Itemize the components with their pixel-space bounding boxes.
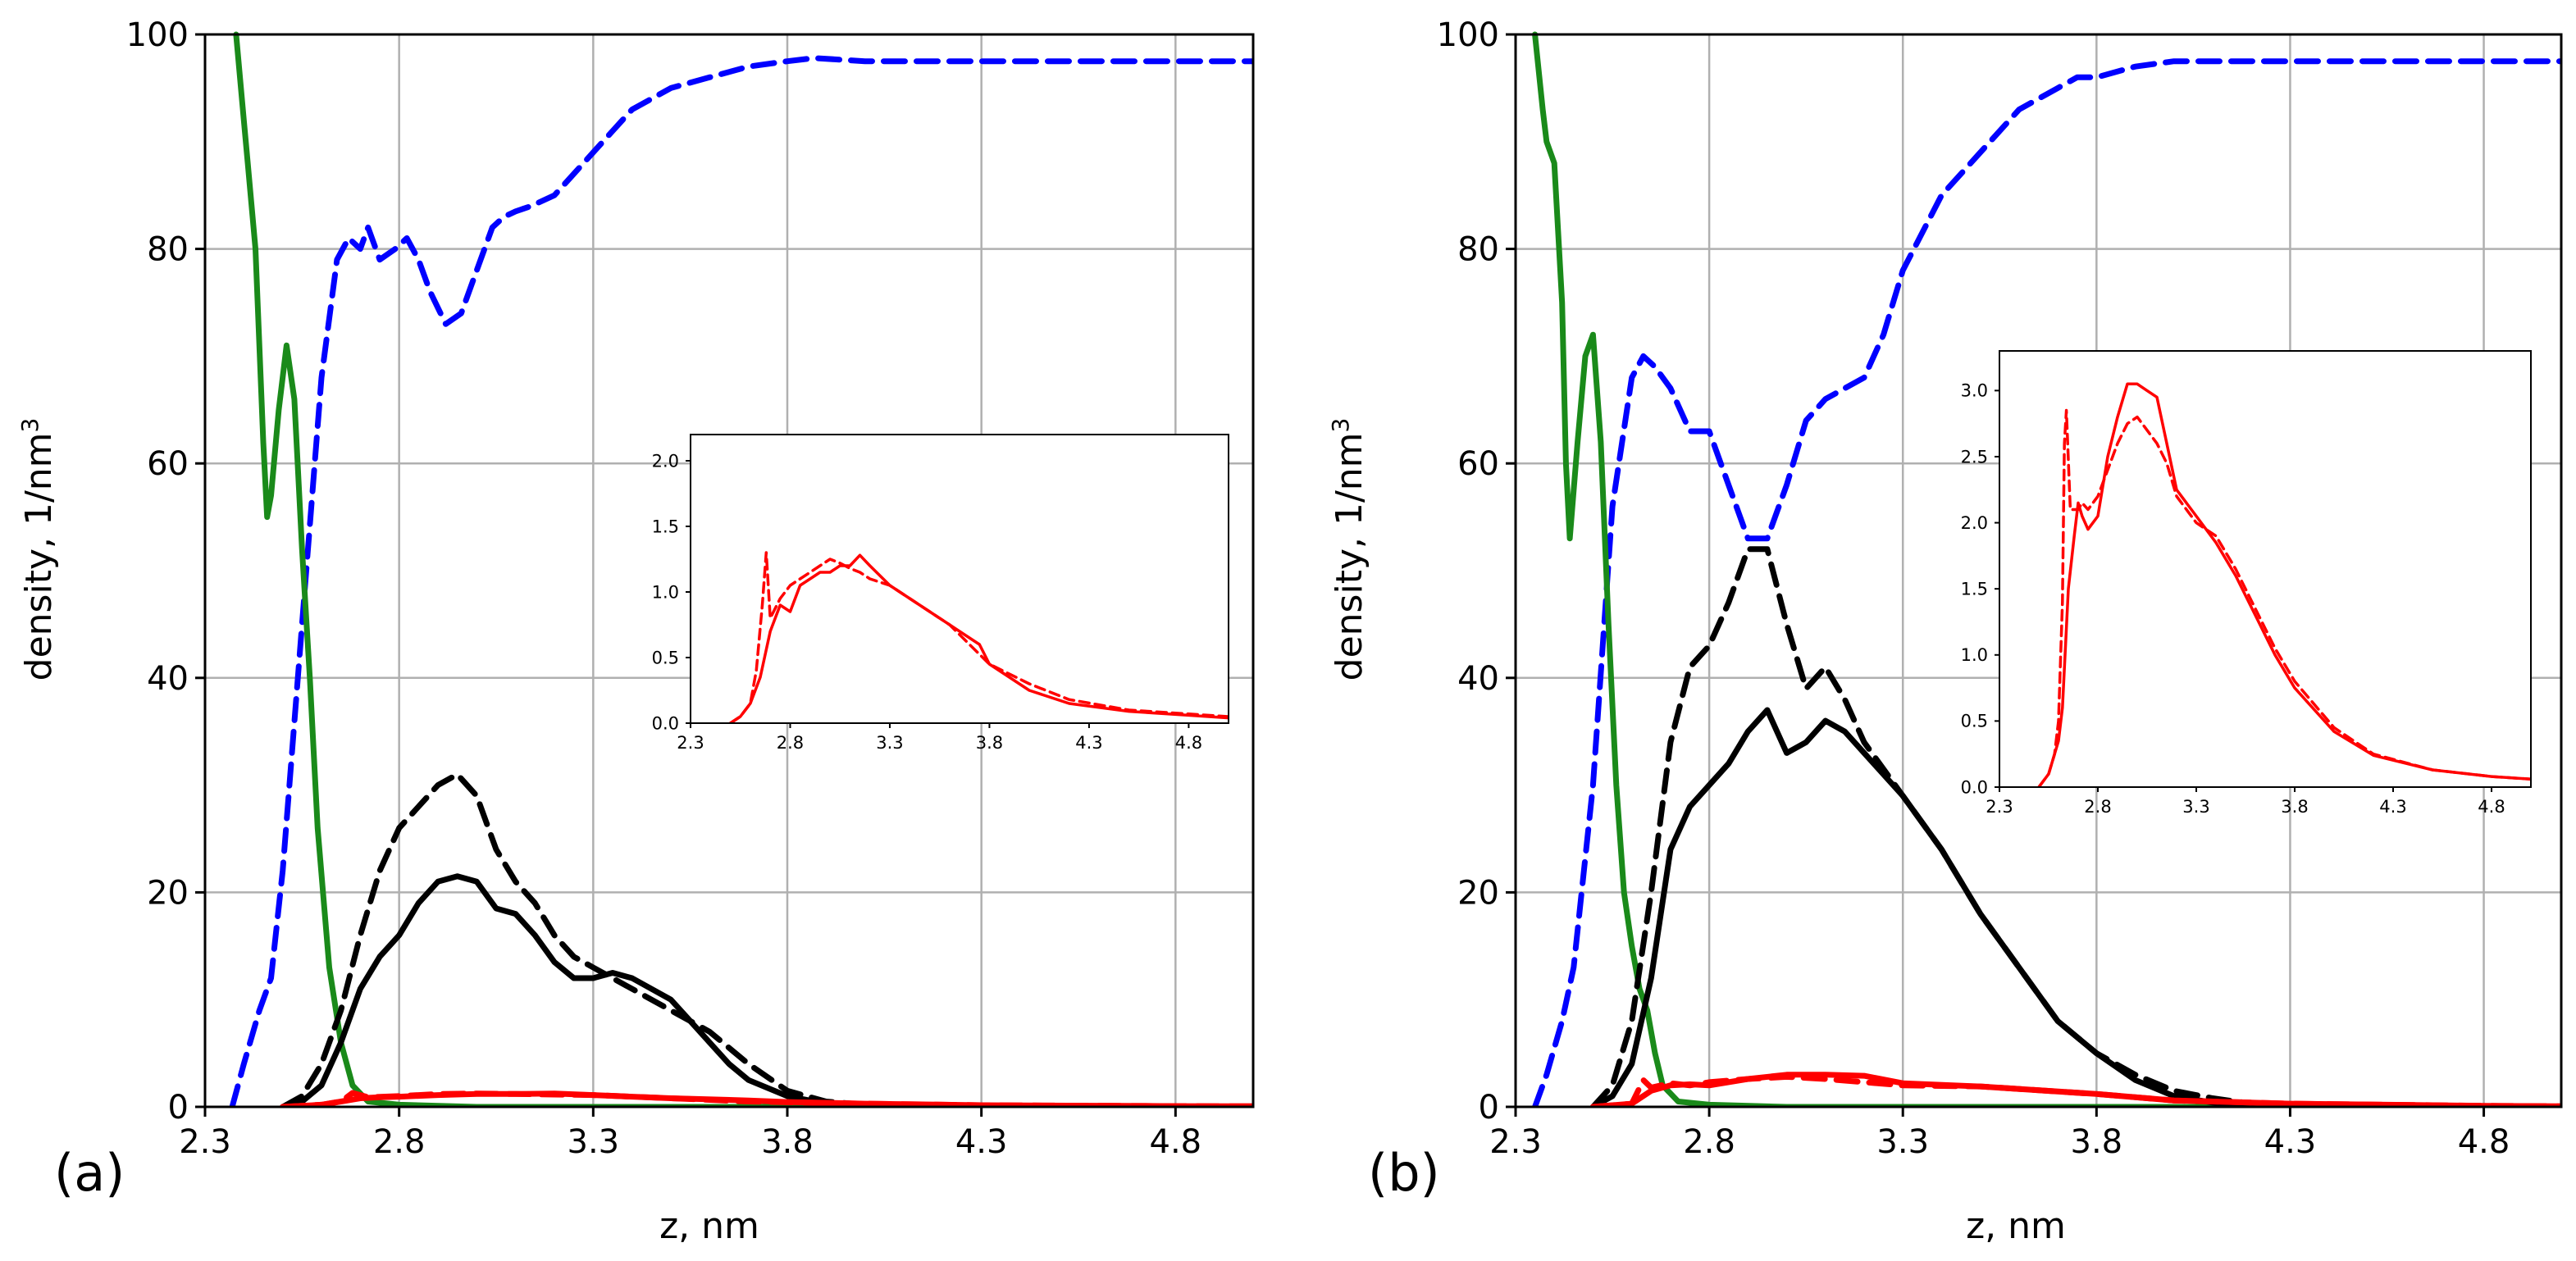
panel-a-y-axis-label: density, 1/nm3 [16, 418, 61, 681]
panel-b-inset-x-tick-label: 4.3 [2379, 797, 2406, 817]
panel-b-inset-y-tick-label: 0.5 [1961, 712, 1988, 731]
panel-b-inset-x-tick-label: 3.8 [2281, 797, 2308, 817]
panel-a-inset-background [691, 435, 1229, 723]
panel-b-y-axis-label-sup: 3 [1327, 418, 1354, 433]
panel-a-main-x-tick-label: 2.3 [179, 1123, 231, 1161]
panel-a-inset-x-tick-label: 2.8 [777, 733, 804, 753]
panel-b-main-y-tick-label: 60 [1457, 445, 1499, 483]
panel-b-inset-x-tick-label: 2.3 [1986, 797, 2013, 817]
panel-b-main-x-tick-label: 3.3 [1876, 1123, 1929, 1161]
panel-b-main-series-red-dashed [1589, 1073, 2561, 1107]
panel-a-y-axis-label-sup: 3 [16, 418, 43, 433]
panel-a-inset-x-tick-label: 4.8 [1175, 733, 1202, 753]
panel-b-main-y-tick-label: 20 [1457, 874, 1499, 912]
panel-b-inset-background [1999, 351, 2531, 787]
panel-a-inset-y-tick-label: 2.0 [652, 451, 679, 471]
panel-a-main-y-tick-label: 60 [147, 445, 189, 483]
panel-b-y-axis-label-main: density, 1/nm [1329, 432, 1370, 681]
panel-b-inset-y-tick-label: 1.0 [1961, 645, 1988, 665]
panel-b-main-frame [1514, 33, 2563, 1108]
panel-a-inset-x-tick-label: 2.3 [677, 733, 704, 753]
panel-b-inset-y-tick-label: 0.0 [1961, 777, 1988, 797]
panel-b-inset-series-group [2037, 382, 2531, 787]
panel-a-inset-y-tick-label: 1.5 [652, 517, 679, 536]
panel-b-main-y-tick-label: 100 [1437, 16, 1499, 54]
panel-a-main-y-tick-label: 100 [126, 16, 189, 54]
panel-b-inset-y-tick-label: 3.0 [1961, 381, 1988, 401]
panel-b: (b) z, nm density, 1/nm3 [1327, 418, 2066, 1247]
panel-a-main-x-tick-label: 2.8 [373, 1123, 426, 1161]
panel-b-main-series-group [1532, 31, 2561, 1107]
panel-b-main-series-red-solid [1589, 1072, 2561, 1107]
panel-a-inset-y-tick-label: 0.5 [652, 648, 679, 667]
panel-a-x-axis-label: z, nm [659, 1205, 759, 1247]
panel-a: (a) z, nm density, 1/nm3 [16, 418, 759, 1247]
panel-a-main-x-tick-label: 3.3 [568, 1123, 620, 1161]
panel-a-main-y-tick-label: 20 [147, 874, 189, 912]
panel-a-y-axis-label-main: density, 1/nm [18, 432, 60, 681]
panel-b-main-x-tick-label: 3.8 [2071, 1123, 2123, 1161]
panel-a-main-series-red-solid [280, 1090, 1253, 1107]
panel-b-main-y-tick-label: 40 [1457, 660, 1499, 698]
panel-a-main-series-blue-dashed [229, 55, 1253, 1107]
panel-a-main-x-tick-label: 4.8 [1150, 1123, 1202, 1161]
panel-a-main-series-black-dashed [280, 772, 1253, 1107]
panel-b-label: (b) [1368, 1143, 1440, 1203]
panel-b-inset-plot: 2.3 2.8 3.3 3.8 4.3 4.8 0.0 0.5 1.0 1.5 2.0 2.5 3.0 [1961, 350, 2532, 817]
panel-b-main-x-tick-label: 4.8 [2458, 1123, 2510, 1161]
panel-a-main-frame [203, 33, 1255, 1108]
panel-a-main-y-tick-label: 80 [147, 231, 189, 269]
panel-a-main-x-tick-label: 4.3 [955, 1123, 1008, 1161]
panel-b-inset-x-tick-label: 4.8 [2478, 797, 2505, 817]
panel-b-y-axis-label: density, 1/nm3 [1327, 418, 1371, 681]
panel-b-main-y-tick-label: 0 [1479, 1089, 1499, 1127]
panel-b-inset-y-tick-label: 2.0 [1961, 513, 1988, 533]
panel-b-main-x-tick-label: 4.3 [2264, 1123, 2317, 1161]
panel-b-main-y-tick-label: 80 [1457, 231, 1499, 269]
panel-a-main-y-tick-label: 40 [147, 660, 189, 698]
panel-b-main-series-blue-dashed [1532, 58, 2561, 1107]
panel-a-inset-series-red-solid [728, 553, 1229, 723]
panel-a-inset-y-tick-label: 0.0 [652, 713, 679, 733]
panel-a-inset-x-tick-label: 4.3 [1075, 733, 1102, 753]
panel-b-x-axis-label: z, nm [1966, 1205, 2066, 1247]
panel-a-inset-x-tick-label: 3.3 [876, 733, 903, 753]
panel-b-inset-x-tick-label: 3.3 [2182, 797, 2209, 817]
panel-b-inset-series-red-solid [2037, 382, 2531, 787]
panel-b-main-series-green-solid [1532, 31, 2561, 1107]
panel-b-inset-x-tick-label: 2.8 [2084, 797, 2111, 817]
panel-a-main-y-tick-label: 0 [168, 1089, 189, 1127]
panel-a-inset-x-tick-label: 3.8 [976, 733, 1003, 753]
panel-b-main-x-tick-label: 2.8 [1683, 1123, 1735, 1161]
panel-a-inset-series-group [728, 551, 1229, 723]
panel-a-label: (a) [54, 1143, 125, 1203]
panel-a-inset-frame [690, 434, 1229, 724]
panel-b-inset-y-tick-label: 1.5 [1961, 580, 1988, 599]
panel-b-main-x-tick-label: 2.3 [1489, 1123, 1542, 1161]
panel-a-inset-y-tick-label: 1.0 [652, 582, 679, 602]
panel-a-main-series-black-solid [280, 873, 1253, 1107]
panel-b-inset-frame [1999, 350, 2532, 788]
panel-b-main-series-black-solid [1589, 707, 2561, 1107]
panel-b-main-series-black-dashed [1589, 546, 2561, 1107]
panel-a-inset-plot: 2.3 2.8 3.3 3.8 4.3 4.8 0.0 0.5 1.0 1.5 2.0 [652, 434, 1229, 753]
panel-b-inset-y-tick-label: 2.5 [1961, 447, 1988, 467]
panel-a-main-x-tick-label: 3.8 [761, 1123, 814, 1161]
panel-b-inset-series-red-dashed [2037, 408, 2531, 787]
